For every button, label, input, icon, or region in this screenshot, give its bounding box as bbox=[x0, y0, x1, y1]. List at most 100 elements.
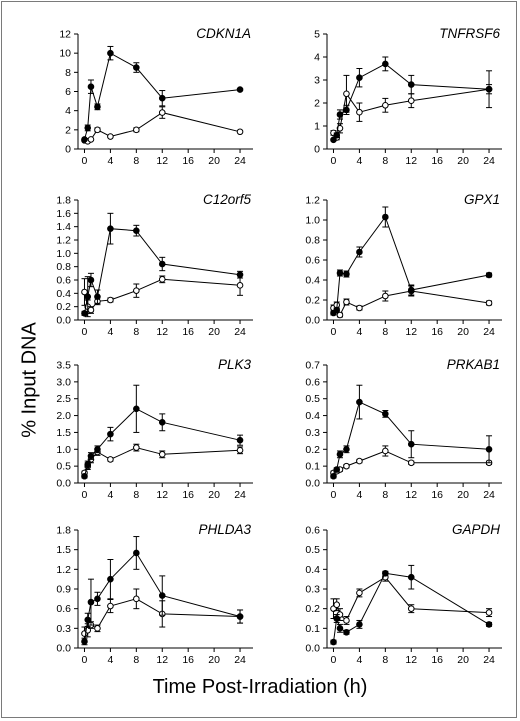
chart-panel-7: 0.0 0.1 0.2 0.3 0.4 0.5 0.6 0 4 8 12 16 20 24 GAPDH bbox=[305, 522, 502, 666]
series-line bbox=[84, 52, 241, 140]
data-point-open bbox=[382, 292, 389, 300]
data-point-open bbox=[133, 287, 140, 294]
y-tick-label: 0.1 bbox=[305, 623, 320, 635]
x-tick-label: 24 bbox=[234, 155, 246, 167]
data-point-filled bbox=[94, 103, 101, 111]
data-point-filled bbox=[81, 310, 88, 317]
y-tick-label: 2.0 bbox=[56, 410, 71, 422]
data-point-open bbox=[87, 306, 95, 314]
x-tick-label: 24 bbox=[234, 326, 246, 338]
y-tick-label: 1.0 bbox=[56, 444, 71, 456]
data-point-open bbox=[107, 296, 114, 304]
chart-panel-3: 0.0 0.2 0.4 0.6 0.8 1.0 1.2 0 4 8 12 16 20 24 GPX1 bbox=[305, 192, 502, 338]
y-tick-label: 1.0 bbox=[305, 215, 320, 227]
x-tick-label: 8 bbox=[133, 654, 139, 666]
chart-panel-6: 0.0 0.3 0.6 0.9 1.2 1.5 1.8 0 4 8 12 16 20 24 PHLDA3 bbox=[56, 522, 253, 666]
data-point-open bbox=[158, 276, 166, 283]
data-point-filled bbox=[356, 621, 363, 628]
data-point-filled bbox=[330, 472, 337, 480]
data-point-open bbox=[336, 125, 344, 132]
x-tick-label: 24 bbox=[483, 489, 495, 501]
x-tick-label: 24 bbox=[483, 654, 495, 666]
y-tick-label: 10 bbox=[59, 48, 71, 60]
x-tick-label: 8 bbox=[133, 155, 139, 167]
y-tick-label: 0.4 bbox=[305, 564, 320, 576]
x-tick-label: 8 bbox=[382, 326, 388, 338]
data-point-filled bbox=[333, 615, 341, 622]
x-tick-label: 12 bbox=[405, 155, 417, 167]
y-tick-label: 3.0 bbox=[56, 376, 71, 388]
y-tick-label: 0.5 bbox=[305, 393, 320, 405]
data-point-open bbox=[485, 609, 493, 616]
x-tick-label: 4 bbox=[107, 155, 113, 167]
data-point-filled bbox=[382, 60, 389, 68]
x-tick-label: 0 bbox=[331, 654, 337, 666]
data-point-filled bbox=[107, 225, 114, 232]
x-tick-label: 20 bbox=[208, 489, 220, 501]
y-tick-label: 5 bbox=[314, 29, 320, 41]
data-point-filled bbox=[84, 616, 92, 624]
x-tick-label: 0 bbox=[331, 326, 337, 338]
x-tick-label: 20 bbox=[208, 326, 220, 338]
data-point-filled bbox=[382, 213, 389, 221]
data-point-filled bbox=[158, 94, 166, 102]
x-tick-label: 4 bbox=[107, 654, 113, 666]
data-point-filled bbox=[133, 64, 140, 71]
y-tick-label: 1.5 bbox=[56, 544, 71, 556]
data-point-filled bbox=[407, 286, 415, 294]
panel-title: PHLDA3 bbox=[198, 522, 251, 537]
x-tick-label: 20 bbox=[457, 326, 469, 338]
data-point-filled bbox=[87, 276, 95, 284]
data-point-open bbox=[356, 108, 363, 116]
data-point-open bbox=[236, 446, 244, 454]
data-point-filled bbox=[485, 621, 493, 628]
data-point-filled bbox=[407, 81, 415, 88]
x-tick-label: 20 bbox=[457, 155, 469, 167]
x-tick-label: 16 bbox=[182, 654, 194, 666]
data-point-open bbox=[407, 97, 415, 104]
data-point-filled bbox=[236, 271, 244, 278]
y-tick-label: 0.2 bbox=[56, 301, 71, 313]
y-tick-label: 1.2 bbox=[56, 235, 71, 247]
data-point-filled bbox=[356, 74, 363, 81]
data-point-open bbox=[407, 459, 415, 467]
data-point-filled bbox=[84, 461, 92, 468]
x-tick-label: 16 bbox=[431, 489, 443, 501]
data-point-filled bbox=[133, 549, 140, 557]
x-tick-label: 4 bbox=[356, 326, 362, 338]
data-point-filled bbox=[158, 592, 166, 599]
panel-title: TNFRSF6 bbox=[439, 26, 500, 41]
data-point-filled bbox=[94, 595, 101, 603]
panel-title: PRKAB1 bbox=[447, 357, 500, 372]
y-tick-label: 0.7 bbox=[305, 360, 320, 372]
data-point-open bbox=[407, 605, 415, 612]
x-tick-label: 16 bbox=[431, 654, 443, 666]
series-line bbox=[84, 278, 241, 311]
panel-title: GAPDH bbox=[452, 522, 500, 537]
data-point-filled bbox=[336, 269, 344, 277]
data-point-filled bbox=[343, 270, 350, 278]
y-tick-label: 0.6 bbox=[56, 603, 71, 615]
x-tick-label: 4 bbox=[107, 326, 113, 338]
panel-title: C12orf5 bbox=[203, 192, 252, 207]
data-point-filled bbox=[236, 436, 244, 444]
data-point-filled bbox=[336, 451, 344, 458]
y-tick-label: 0.0 bbox=[56, 315, 71, 327]
x-tick-label: 16 bbox=[431, 155, 443, 167]
x-tick-label: 24 bbox=[483, 326, 495, 338]
data-point-filled bbox=[133, 227, 140, 234]
y-tick-label: 2 bbox=[314, 98, 320, 110]
data-point-filled bbox=[407, 440, 415, 448]
data-point-filled bbox=[158, 260, 166, 268]
x-tick-label: 8 bbox=[133, 489, 139, 501]
data-point-filled bbox=[81, 136, 88, 143]
y-tick-label: 1.2 bbox=[56, 564, 71, 576]
data-point-filled bbox=[356, 248, 363, 256]
data-point-open bbox=[382, 447, 389, 455]
x-tick-label: 24 bbox=[234, 489, 246, 501]
data-point-filled bbox=[485, 271, 493, 279]
y-tick-label: 4 bbox=[65, 105, 71, 117]
x-tick-label: 12 bbox=[156, 155, 168, 167]
